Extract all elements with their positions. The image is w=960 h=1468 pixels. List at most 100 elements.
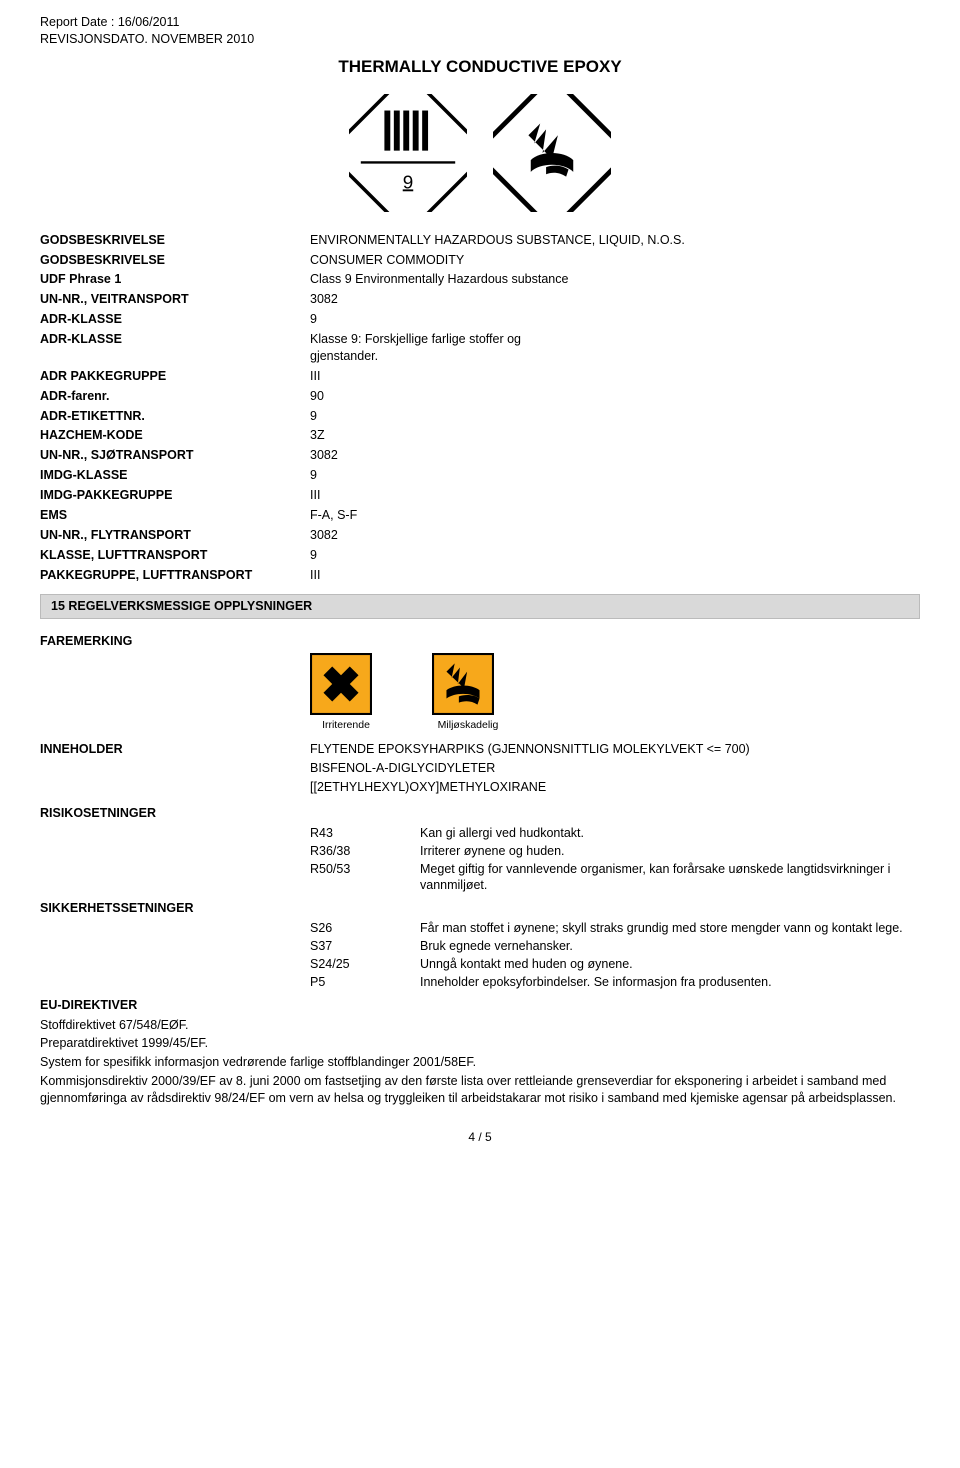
kv-key: UN-NR., VEITRANSPORT [40,290,310,309]
kv-row: IMDG-PAKKEGRUPPEIII [40,486,920,505]
kv-key: KLASSE, LUFTTRANSPORT [40,546,310,565]
kv-row: GODSBESKRIVELSEENVIRONMENTALLY HAZARDOUS… [40,231,920,250]
phrase-row: R43Kan gi allergi ved hudkontakt. [310,825,920,842]
inneholder-line: [[2ETHYLHEXYL)OXY]METHYLOXIRANE [310,779,920,796]
phrase-text: Bruk egnede vernehansker. [420,938,920,955]
kv-value: Class 9 Environmentally Hazardous substa… [310,270,920,289]
kv-row: UN-NR., SJØTRANSPORT3082 [40,446,920,465]
kv-key: ADR-ETIKETTNR. [40,407,310,426]
inneholder-line: BISFENOL-A-DIGLYCIDYLETER [310,760,920,777]
kv-value: 9 [310,466,920,485]
kv-value: III [310,566,920,585]
kv-row: EMSF-A, S-F [40,506,920,525]
eu-direktiver-heading: EU-DIREKTIVER [40,997,920,1014]
kv-row: ADR-KLASSEKlasse 9: Forskjellige farlige… [40,330,920,366]
kv-row: ADR-ETIKETTNR.9 [40,407,920,426]
phrase-code: S37 [310,938,420,955]
eu-paragraph: Kommisjonsdirektiv 2000/39/EF av 8. juni… [40,1073,920,1107]
irritant-caption: Irriterende [310,718,382,732]
kv-row: HAZCHEM-KODE3Z [40,426,920,445]
kv-row: ADR PAKKEGRUPPEIII [40,367,920,386]
phrase-row: R36/38Irriterer øynene og huden. [310,843,920,860]
revision-date: REVISJONSDATO. NOVEMBER 2010 [40,31,920,48]
phrase-text: Irriterer øynene og huden. [420,843,920,860]
sikkerhet-heading: SIKKERHETSSETNINGER [40,900,920,917]
phrase-row: S26Får man stoffet i øynene; skyll strak… [310,920,920,937]
kv-value: 3082 [310,290,920,309]
kv-key: PAKKEGRUPPE, LUFTTRANSPORT [40,566,310,585]
kv-row: UDF Phrase 1Class 9 Environmentally Haza… [40,270,920,289]
kv-value: 3082 [310,446,920,465]
inneholder-row: INNEHOLDER FLYTENDE EPOKSYHARPIKS (GJENN… [40,740,920,799]
kv-key: ADR-farenr. [40,387,310,406]
svg-text:9: 9 [403,171,414,192]
phrase-text: Inneholder epoksyforbindelser. Se inform… [420,974,920,991]
phrase-code: R50/53 [310,861,420,895]
kv-value: Klasse 9: Forskjellige farlige stoffer o… [310,330,530,366]
kv-value: CONSUMER COMMODITY [310,251,920,270]
eu-paragraph: Stoffdirektivet 67/548/EØF. [40,1017,920,1034]
kv-key: UN-NR., FLYTRANSPORT [40,526,310,545]
phrase-text: Får man stoffet i øynene; skyll straks g… [420,920,920,937]
kv-key: EMS [40,506,310,525]
kv-key: IMDG-KLASSE [40,466,310,485]
phrase-code: R36/38 [310,843,420,860]
kv-row: GODSBESKRIVELSECONSUMER COMMODITY [40,251,920,270]
kv-key: ADR-KLASSE [40,330,310,366]
transport-info-table: GODSBESKRIVELSEENVIRONMENTALLY HAZARDOUS… [40,231,920,585]
environment-caption: Miljøskadelig [432,718,504,732]
environment-pictogram: Miljøskadelig [432,653,504,732]
kv-row: UN-NR., VEITRANSPORT3082 [40,290,920,309]
inneholder-line: FLYTENDE EPOKSYHARPIKS (GJENNONSNITTLIG … [310,741,920,758]
kv-row: ADR-farenr.90 [40,387,920,406]
hazard-placards: 9 [40,93,920,213]
kv-key: UDF Phrase 1 [40,270,310,289]
environment-placard [492,93,612,213]
phrase-text: Unngå kontakt med huden og øynene. [420,956,920,973]
risiko-heading: RISIKOSETNINGER [40,805,920,822]
kv-row: UN-NR., FLYTRANSPORT3082 [40,526,920,545]
phrase-code: P5 [310,974,420,991]
inneholder-values: FLYTENDE EPOKSYHARPIKS (GJENNONSNITTLIG … [310,740,920,799]
class9-placard: 9 [348,93,468,213]
eu-paragraph: Preparatdirektivet 1999/45/EF. [40,1035,920,1052]
phrase-text: Meget giftig for vannlevende organismer,… [420,861,920,895]
kv-row: ADR-KLASSE9 [40,310,920,329]
kv-row: KLASSE, LUFTTRANSPORT9 [40,546,920,565]
kv-key: IMDG-PAKKEGRUPPE [40,486,310,505]
kv-value: 9 [310,407,920,426]
inneholder-label: INNEHOLDER [40,740,310,799]
kv-row: PAKKEGRUPPE, LUFTTRANSPORTIII [40,566,920,585]
kv-value: III [310,486,920,505]
eu-paragraphs: Stoffdirektivet 67/548/EØF.Preparatdirek… [40,1017,920,1107]
phrase-text: Kan gi allergi ved hudkontakt. [420,825,920,842]
kv-key: HAZCHEM-KODE [40,426,310,445]
page-header: Report Date : 16/06/2011 REVISJONSDATO. … [40,14,920,79]
hazard-pictograms: Irriterende Miljøskadelig [310,653,920,732]
eu-paragraph: System for spesifikk informasjon vedrøre… [40,1054,920,1071]
kv-key: GODSBESKRIVELSE [40,231,310,250]
faremerking-heading: FAREMERKING [40,633,920,650]
kv-value: 3Z [310,426,920,445]
kv-key: UN-NR., SJØTRANSPORT [40,446,310,465]
page-footer: 4 / 5 [40,1129,920,1145]
risiko-list: R43Kan gi allergi ved hudkontakt.R36/38I… [40,825,920,895]
phrase-code: S24/25 [310,956,420,973]
irritant-pictogram: Irriterende [310,653,382,732]
phrase-row: S24/25Unngå kontakt med huden og øynene. [310,956,920,973]
kv-value: 90 [310,387,920,406]
phrase-code: S26 [310,920,420,937]
kv-row: IMDG-KLASSE9 [40,466,920,485]
kv-key: ADR-KLASSE [40,310,310,329]
phrase-row: S37Bruk egnede vernehansker. [310,938,920,955]
kv-value: F-A, S-F [310,506,920,525]
section-15-header: 15 REGELVERKSMESSIGE OPPLYSNINGER [40,594,920,619]
document-title: THERMALLY CONDUCTIVE EPOXY [40,56,920,79]
kv-value: 9 [310,546,920,565]
kv-value: 9 [310,310,920,329]
sikkerhet-list: S26Får man stoffet i øynene; skyll strak… [40,920,920,991]
report-date: Report Date : 16/06/2011 [40,14,920,31]
phrase-row: P5Inneholder epoksyforbindelser. Se info… [310,974,920,991]
kv-value: 3082 [310,526,920,545]
phrase-row: R50/53Meget giftig for vannlevende organ… [310,861,920,895]
